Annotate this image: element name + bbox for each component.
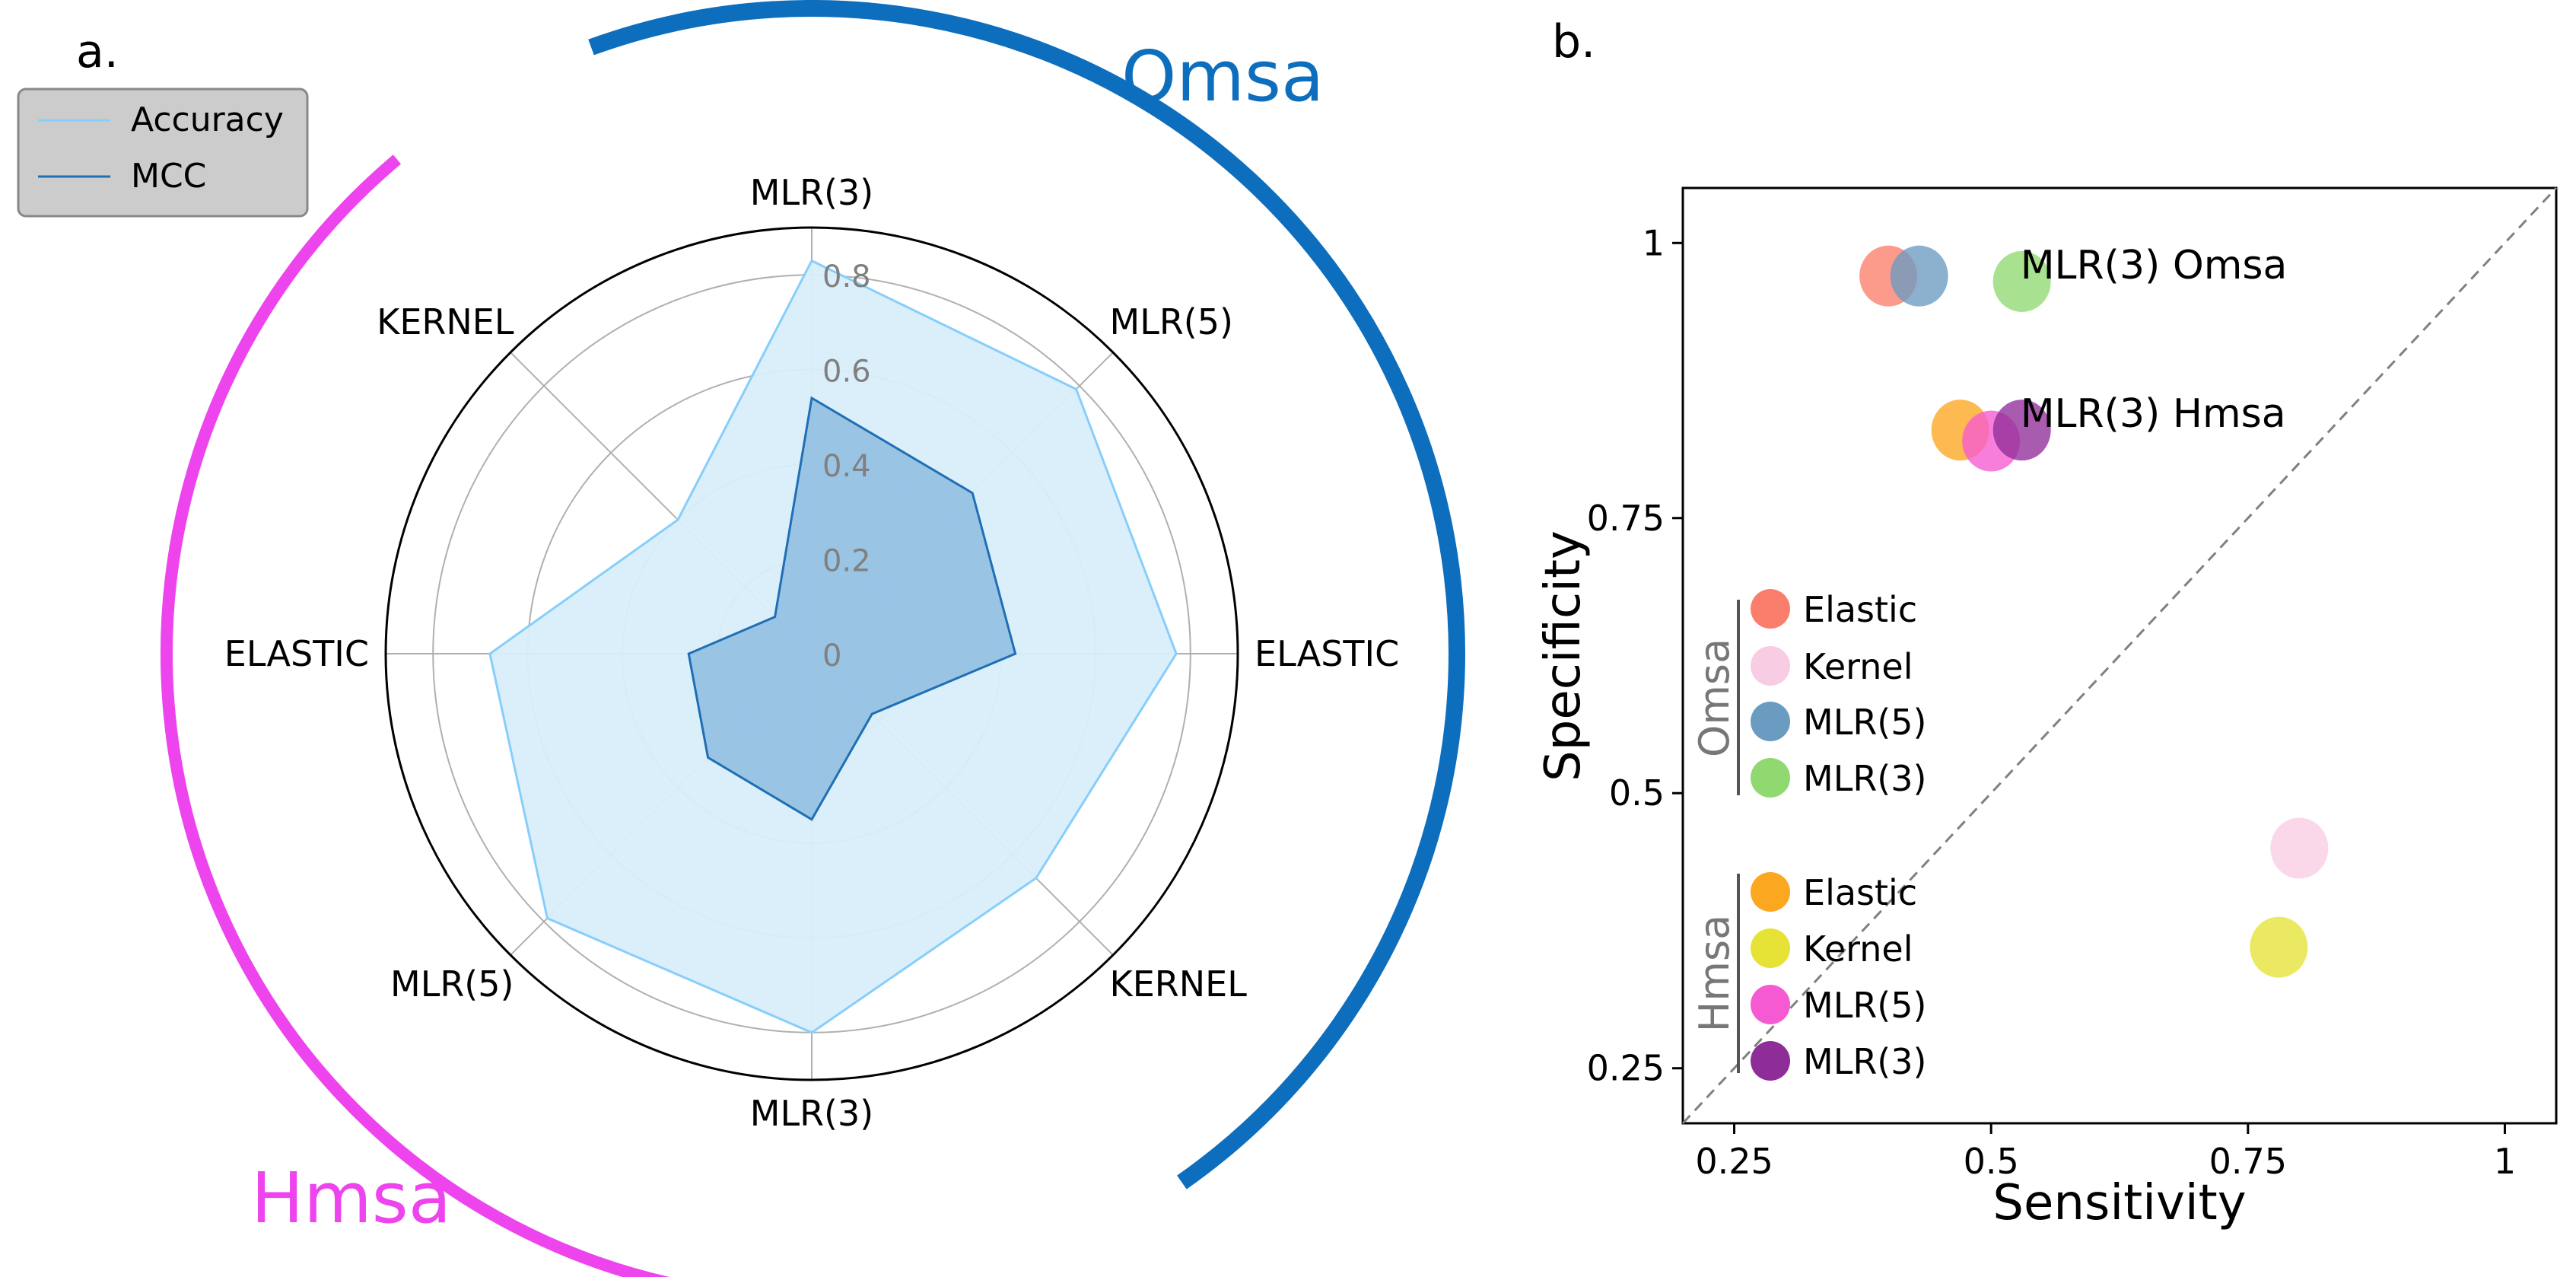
legend-hmsa-kernel-marker [1751, 928, 1790, 968]
radar-legend: Accuracy MCC [17, 88, 309, 218]
x-tick-label: 0.25 [1695, 1141, 1773, 1182]
scatter-points [1859, 245, 2329, 978]
legend-omsa-elastic-label: Elastic [1803, 589, 1917, 630]
legend-hmsa-kernel-label: Kernel [1803, 928, 1913, 970]
y-tick-label: 0.5 [1609, 772, 1665, 814]
x-tick-label: 0.75 [2209, 1141, 2287, 1182]
hmsa-legend-title: Hmsa [1690, 915, 1738, 1032]
legend-hmsa-elastic-label: Elastic [1803, 872, 1917, 913]
scatter-tick-labels: 0.25 0.5 0.75 1 0.25 0.5 0.75 1 [1587, 222, 2517, 1182]
omsa-legend-title: Omsa [1690, 638, 1738, 757]
radar-category-kernel-3: KERNEL [1110, 963, 1248, 1005]
legend-hmsa-mlr3-marker [1751, 1041, 1790, 1081]
legend-hmsa-mlr5-marker [1751, 985, 1790, 1024]
radar-category-kernel-7: KERNEL [377, 301, 514, 342]
legend-omsa-mlr5-marker [1751, 702, 1790, 741]
radar-category-mlr-5-5: MLR(5) [390, 963, 514, 1005]
legend-hmsa-mlr5-label: MLR(5) [1803, 985, 1926, 1026]
legend-omsa-mlr5-label: MLR(5) [1803, 702, 1926, 743]
diagonal-reference-line [1681, 186, 2558, 1125]
scatter-axes [1681, 186, 2558, 1125]
radar-radial-tick-label: 0 [822, 638, 841, 674]
x-axis-label: Sensitivity [1992, 1175, 2246, 1231]
legend-omsa-mlr3-label: MLR(3) [1803, 758, 1926, 799]
legend-omsa-kernel-label: Kernel [1803, 646, 1913, 687]
point-omsa-mlr-5 [1890, 245, 1948, 307]
scatter-plot-frame [1681, 186, 2558, 1125]
legend-accuracy-label: Accuracy [131, 100, 284, 139]
x-tick-label: 1 [2494, 1141, 2516, 1182]
omsa-group-label: Omsa [1121, 36, 1324, 117]
y-tick-label: 0.75 [1587, 498, 1665, 539]
panel-b-label: b. [1552, 15, 1595, 68]
y-axis-label: Specificity [1535, 530, 1592, 782]
annotation-mlr-3-hmsa: MLR(3) Hmsa [2021, 391, 2286, 437]
radar-category-mlr-5-1: MLR(5) [1110, 301, 1233, 342]
radar-radial-tick-label: 0.8 [822, 260, 871, 295]
legend-hmsa-mlr3-label: MLR(3) [1803, 1041, 1926, 1082]
scatter-legend: Omsa Hmsa Elastic Kernel MLR(5) MLR(3) E… [1690, 589, 1926, 1082]
radar-category-mlr-3-4: MLR(3) [750, 1093, 873, 1134]
point-hmsa-mlr-3 [1992, 400, 2051, 461]
hmsa-group-arc [161, 154, 670, 1277]
point-hmsa-kernel [2250, 916, 2308, 978]
radar-radial-tick-label: 0.6 [822, 355, 871, 390]
legend-mcc-label: MCC [131, 157, 206, 196]
radar-radial-ticks: 0 0.2 0.4 0.6 0.8 [822, 260, 871, 674]
x-tick-label: 0.5 [1964, 1141, 2019, 1182]
panel-a-label: a. [76, 25, 119, 78]
radar-category-mlr-3-0: MLR(3) [750, 172, 873, 213]
radar-category-elastic-2: ELASTIC [1255, 633, 1399, 674]
mcc-series-polygon [687, 396, 1017, 821]
radar-category-elastic-6: ELASTIC [224, 633, 369, 674]
legend-hmsa-elastic-marker [1751, 872, 1790, 912]
point-omsa-mlr-3 [1992, 250, 2051, 312]
y-tick-label: 0.25 [1587, 1048, 1665, 1089]
legend-omsa-mlr3-marker [1751, 758, 1790, 798]
annotation-mlr-3-omsa: MLR(3) Omsa [2021, 243, 2288, 288]
point-omsa-kernel [2270, 817, 2329, 879]
radar-radial-tick-label: 0.2 [822, 544, 871, 579]
scatter-annotations: MLR(3) Omsa MLR(3) Hmsa [2021, 243, 2288, 437]
omsa-group-arc [588, 0, 1465, 1189]
radar-category-labels: MLR(3) MLR(5) ELASTIC KERNEL MLR(3) MLR(5) ELA… [224, 172, 1399, 1134]
radar-outer-frame [384, 226, 1239, 1081]
y-tick-label: 1 [1643, 222, 1665, 263]
legend-omsa-kernel-marker [1751, 646, 1790, 686]
legend-omsa-elastic-marker [1751, 589, 1790, 629]
radar-radial-tick-label: 0.4 [822, 449, 871, 484]
hmsa-group-label: Hmsa [251, 1158, 451, 1239]
